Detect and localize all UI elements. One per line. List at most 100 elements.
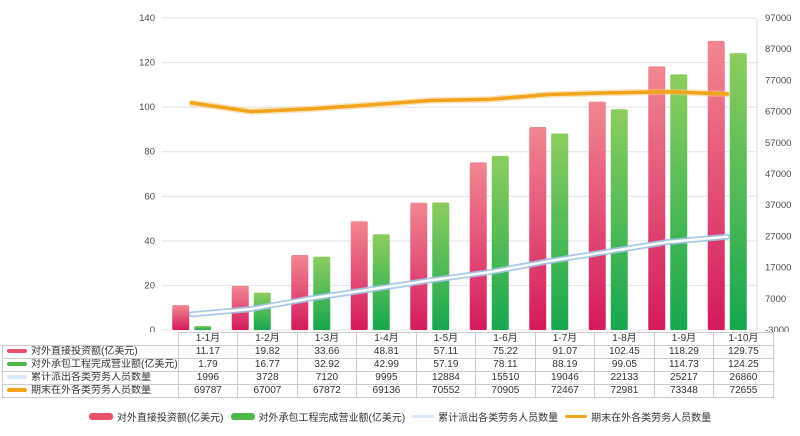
table-header-row: 1-1月 1-2月 1-3月 1-4月 1-5月 1-6月 1-7月 1-8月 1-9月 1-10… [2, 332, 774, 346]
right-axis-tick: -3000 [765, 325, 789, 332]
bar-direct-investment-1-4月[interactable] [350, 221, 368, 330]
right-axis-tick: 27000 [765, 231, 791, 242]
table-cell: 75.22 [475, 345, 536, 359]
legend-swatch-direct-investment [88, 413, 113, 420]
bar-contracted-projects-turnover-1-4月[interactable] [372, 234, 390, 330]
series-label-contracted-projects-turnover: 对外承包工程完成营业额(亿美元) [2, 358, 179, 372]
table-cell: 16.77 [237, 358, 298, 372]
bar-contracted-projects-turnover-1-10月[interactable] [729, 53, 747, 330]
table-row-dispatched-workers-cumulative: 累计派出各类劳务人员数量 1996 3728 7120 9995 12884 15510 19… [2, 371, 774, 385]
category-header: 1-8月 [594, 332, 655, 346]
bar-direct-investment-1-3月[interactable] [291, 254, 309, 330]
category-header: 1-5月 [415, 332, 477, 346]
series-name: 累计派出各类劳务人员数量 [31, 372, 151, 384]
table-cell: 11.17 [177, 345, 239, 359]
table-cell: 129.75 [713, 345, 774, 359]
data-table-container: 1-1月 1-2月 1-3月 1-4月 1-5月 1-6月 1-7月 1-8月 1-9月 1-10… [2, 332, 774, 398]
table-cell: 67007 [237, 384, 298, 398]
series-swatch-contracted-projects-turnover [7, 362, 27, 367]
legend-item-direct-investment[interactable]: 对外直接投资额(亿美元) [88, 409, 224, 424]
table-cell: 25217 [653, 371, 715, 385]
table-cell: 102.45 [594, 345, 655, 359]
bar-direct-investment-1-5月[interactable] [410, 202, 428, 330]
table-row-direct-investment: 对外直接投资额(亿美元) 11.17 19.82 33.66 48.81 57.11 75.… [2, 345, 774, 359]
bar-contracted-projects-turnover-1-7月[interactable] [551, 133, 569, 330]
table-cell: 19046 [534, 371, 596, 385]
table-cell: 1996 [177, 371, 239, 385]
table-cell: 57.11 [415, 345, 477, 359]
category-header: 1-7月 [534, 332, 596, 346]
right-axis-tick: 87000 [765, 44, 791, 55]
left-axis-tick: 80 [144, 147, 155, 158]
left-axis-tick: 0 [150, 325, 155, 332]
line-core-dispatched-workers-cumulative [190, 235, 729, 316]
category-header: 1-2月 [237, 332, 298, 346]
combo-chart: 0 20 40 60 80 100 120 140 -3000 7000 17000 27000 370… [139, 13, 791, 332]
bar-direct-investment-1-7月[interactable] [529, 127, 547, 330]
bar-direct-investment-1-8月[interactable] [588, 101, 606, 330]
table-cell: 99.05 [594, 358, 655, 372]
legend-swatch-dispatched-workers-cumulative [412, 415, 435, 418]
series-label-direct-investment: 对外直接投资额(亿美元) [2, 345, 179, 359]
table-row-workers-abroad-end-of-period: 期末在外各类劳务人员数量 69787 67007 67872 69136 70552 709… [2, 384, 774, 398]
legend-label: 累计派出各类劳务人员数量 [438, 413, 559, 424]
table-row-contracted-projects-turnover: 对外承包工程完成营业额(亿美元) 1.79 16.77 32.92 42.99 57.19… [2, 358, 774, 372]
table-cell: 69136 [356, 384, 417, 398]
right-axis-tick: 7000 [765, 294, 786, 305]
table-cell: 7120 [296, 371, 358, 385]
bar-direct-investment-1-10月[interactable] [707, 40, 725, 330]
table-cell: 114.73 [653, 358, 715, 372]
table-cell: 22133 [594, 371, 655, 385]
table-cell: 91.07 [534, 345, 596, 359]
category-header: 1-3月 [296, 332, 358, 346]
right-axis-tick: 57000 [765, 138, 791, 149]
legend-label: 对外承包工程完成营业额(亿美元) [258, 413, 406, 424]
bar-contracted-projects-turnover-1-6月[interactable] [491, 155, 509, 330]
right-axis-tick: 47000 [765, 169, 791, 180]
bar-contracted-projects-turnover-1-1月[interactable] [194, 326, 212, 330]
table-cell: 118.29 [653, 345, 715, 359]
table-cell: 88.19 [534, 358, 596, 372]
table-cell: 70552 [415, 384, 477, 398]
table-cell: 124.25 [713, 358, 774, 372]
series-name: 对外直接投资额(亿美元) [31, 346, 138, 358]
table-cell: 9995 [356, 371, 417, 385]
table-cell: 67872 [296, 384, 358, 398]
bar-direct-investment-1-9月[interactable] [648, 66, 666, 330]
right-axis-tick: 77000 [765, 75, 791, 86]
left-axis-tick: 100 [139, 102, 155, 113]
bar-contracted-projects-turnover-1-9月[interactable] [670, 74, 688, 330]
bar-direct-investment-1-1月[interactable] [172, 305, 190, 330]
bar-contracted-projects-turnover-1-8月[interactable] [610, 109, 628, 330]
table-cell: 73348 [653, 384, 715, 398]
table-corner-cell [2, 332, 179, 346]
table-cell: 12884 [415, 371, 477, 385]
table-cell: 57.19 [415, 358, 477, 372]
category-header: 1-10月 [713, 332, 774, 346]
table-cell: 70905 [475, 384, 536, 398]
right-axis-tick: 67000 [765, 107, 791, 118]
data-table: 1-1月 1-2月 1-3月 1-4月 1-5月 1-6月 1-7月 1-8月 1-9月 1-10… [2, 332, 774, 398]
bar-contracted-projects-turnover-1-2月[interactable] [253, 292, 271, 330]
category-header: 1-4月 [356, 332, 417, 346]
bar-contracted-projects-turnover-1-3月[interactable] [313, 256, 331, 330]
legend-swatch-contracted-projects-turnover [230, 413, 255, 420]
series-name: 期末在外各类劳务人员数量 [31, 385, 151, 397]
table-cell: 78.11 [475, 358, 536, 372]
table-cell: 69787 [177, 384, 239, 398]
legend-item-contracted-projects-turnover[interactable]: 对外承包工程完成营业额(亿美元) [230, 409, 406, 424]
right-axis-tick: 17000 [765, 263, 791, 274]
bar-contracted-projects-turnover-1-5月[interactable] [432, 202, 450, 330]
table-cell: 19.82 [237, 345, 298, 359]
series-label-workers-abroad-end-of-period: 期末在外各类劳务人员数量 [2, 384, 179, 398]
bar-direct-investment-1-6月[interactable] [469, 162, 487, 330]
table-cell: 72981 [594, 384, 655, 398]
series-label-dispatched-workers-cumulative: 累计派出各类劳务人员数量 [2, 371, 179, 385]
legend-item-dispatched-workers-cumulative[interactable]: 累计派出各类劳务人员数量 [412, 409, 558, 424]
left-axis-tick: 20 [144, 280, 155, 291]
line-workers-abroad-end-of-period[interactable] [190, 90, 729, 114]
table-cell: 26860 [713, 371, 774, 385]
legend-label: 期末在外各类劳务人员数量 [591, 413, 712, 424]
legend-item-workers-abroad-end-of-period[interactable]: 期末在外各类劳务人员数量 [565, 409, 711, 424]
